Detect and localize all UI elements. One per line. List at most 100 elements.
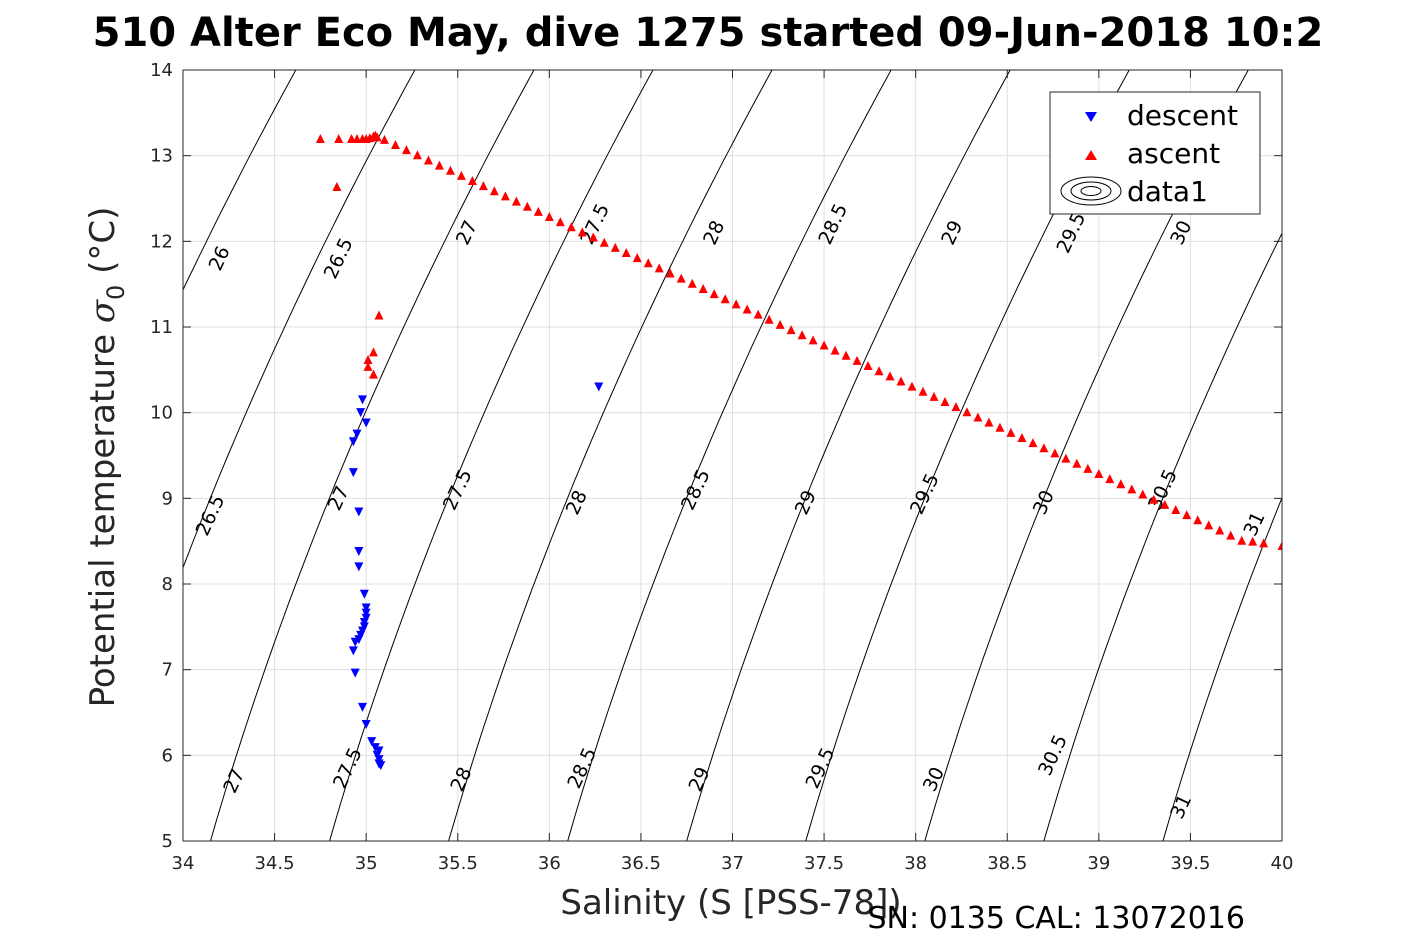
ascent-point [434, 160, 444, 170]
y-tick-label: 6 [162, 745, 173, 766]
axes [182, 69, 1283, 842]
ascent-point [1127, 484, 1137, 494]
ascent-point [1277, 540, 1282, 550]
descent-point [358, 395, 368, 405]
ascent-point [1061, 453, 1071, 463]
isopycnal-31 [1162, 496, 1282, 841]
x-tick-label: 38.5 [987, 853, 1027, 874]
ascent-point [423, 155, 433, 165]
y-tick-label: 14 [150, 60, 173, 81]
descent-point [356, 408, 366, 418]
ascent-point [610, 242, 620, 252]
legend-box [1049, 91, 1261, 215]
descent-point [361, 608, 371, 618]
ascent-point [1083, 463, 1093, 473]
ascent-point [511, 196, 521, 206]
ascent-point [1160, 499, 1170, 509]
ascent-point [412, 150, 422, 160]
legend-marker-contour [1060, 176, 1122, 206]
x-tick-label: 37.5 [804, 853, 844, 874]
ascent-point [1193, 515, 1203, 525]
isopycnal-27 [209, 70, 535, 841]
descent-point [354, 635, 364, 645]
ascent-point [731, 299, 741, 309]
ascent-point [445, 165, 455, 175]
legend-label-ascent: ascent [1127, 137, 1220, 170]
y-axis-label-main: Potential temperature [83, 323, 123, 707]
ascent-point [709, 289, 719, 299]
ascent-point [363, 355, 373, 365]
ascent-point [1171, 504, 1181, 514]
ascent-point [951, 402, 961, 412]
ascent-point [1226, 530, 1236, 540]
descent-point [348, 437, 358, 447]
ascent-point [819, 340, 829, 350]
ascent-point [588, 232, 598, 242]
x-tick-labels: 34 34.5 35 35.5 36 36.5 37 37.5 38 38.5 39 39.5 40 [172, 853, 1294, 874]
legend-label-data1: data1 [1127, 175, 1208, 208]
x-tick-label: 36 [538, 853, 561, 874]
ascent-point [533, 206, 543, 216]
ascent-point [1072, 458, 1082, 468]
ascent-point [1039, 443, 1049, 453]
descent-point [348, 468, 358, 478]
ascent-point [500, 191, 510, 201]
ascent-point [368, 347, 378, 357]
isopycnal-26.5 [183, 70, 416, 570]
ascent-point [929, 391, 939, 401]
ascent-point [764, 314, 774, 324]
ascent-point [621, 247, 631, 257]
descent-point [367, 737, 377, 747]
ascent-point [698, 283, 708, 293]
descent-point [376, 761, 386, 771]
ascent-point [753, 309, 763, 319]
ascent-point [643, 258, 653, 268]
ascent-point [334, 134, 344, 144]
density-contours [183, 70, 1282, 841]
descent-point [361, 719, 371, 729]
descent-point [350, 668, 360, 678]
descent-point [361, 603, 371, 613]
ascent-point [896, 376, 906, 386]
ascent-point [368, 369, 378, 379]
ascent-point [1050, 448, 1060, 458]
series-ascent [315, 130, 1282, 550]
y-tick-label: 9 [162, 488, 173, 509]
ascent-point [995, 422, 1005, 432]
ascent-point [363, 361, 373, 371]
y-tick-label: 8 [162, 574, 173, 595]
descent-point [359, 589, 369, 599]
ascent-point [1094, 468, 1104, 478]
x-tick-label: 35.5 [438, 853, 478, 874]
ascent-point [467, 176, 477, 186]
ascent-point [489, 186, 499, 196]
y-axis-label-unit: (°C) [83, 207, 123, 285]
ascent-point [522, 201, 532, 211]
ascent-point [1028, 438, 1038, 448]
ascent-point [797, 330, 807, 340]
descent-point [354, 507, 364, 517]
ascent-point [1237, 535, 1247, 545]
ascent-point [687, 278, 697, 288]
legend-marker-descent [1085, 112, 1097, 122]
ascent-point [1006, 427, 1016, 437]
ascent-point [973, 412, 983, 422]
descent-point [361, 418, 371, 428]
legend-marker-ascent [1085, 150, 1097, 160]
ascent-point [1248, 536, 1258, 546]
y-tick-label: 5 [162, 831, 173, 852]
ascent-point [775, 319, 785, 329]
ascent-point [599, 237, 609, 247]
x-tick-label: 36.5 [621, 853, 661, 874]
descent-point [354, 546, 364, 556]
ascent-point [808, 335, 818, 345]
ascent-point [478, 181, 488, 191]
isopycnal-28.5 [567, 70, 892, 841]
ascent-point [566, 222, 576, 232]
ascent-point [374, 310, 384, 320]
ascent-point [1116, 479, 1126, 489]
serial-calibration-label: SN: 0135 CAL: 13072016 [867, 901, 1245, 936]
isopycnal-30.5 [1043, 232, 1282, 841]
legend: descent ascent data1 [1049, 91, 1261, 215]
ascent-point [940, 397, 950, 407]
